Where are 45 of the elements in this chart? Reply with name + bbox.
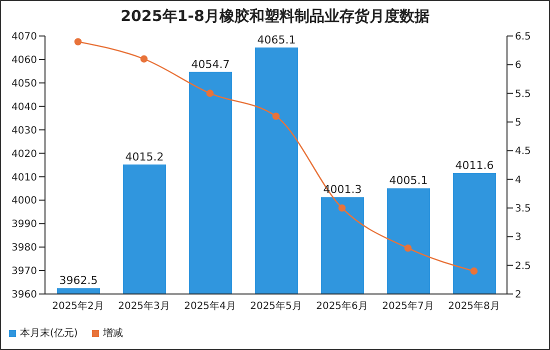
y-tick-label: 4070 — [12, 32, 37, 43]
y-tick-label: 4050 — [12, 78, 37, 90]
y2-tick-label: 2 — [515, 290, 522, 301]
point — [206, 90, 214, 97]
x-tick-label: 2025年5月 — [250, 300, 302, 312]
y-tick-label: 4010 — [12, 172, 37, 184]
y-tick-label: 4030 — [12, 125, 37, 136]
y2-tick-label: 5 — [515, 118, 522, 129]
y2-tick-label: 6.5 — [515, 32, 531, 43]
point — [338, 204, 346, 212]
chart-title: 2025年1-8月橡胶和塑料制品业存货月度数据 — [120, 7, 430, 26]
point — [470, 267, 478, 275]
legend-label: 增减 — [102, 326, 123, 340]
y-tick-label: 4020 — [12, 148, 37, 160]
x-tick-label: 2025年2月 — [52, 300, 104, 312]
y2-tick-label: 2.5 — [515, 260, 531, 272]
y2-tick-label: 3.5 — [515, 204, 531, 215]
data-label: 4011.6 — [455, 158, 494, 172]
y-tick-label: 3990 — [12, 219, 37, 230]
x-tick-label: 2025年6月 — [316, 300, 368, 312]
y2-tick-label: 3 — [515, 232, 522, 244]
x-tick-label: 2025年3月 — [118, 300, 170, 312]
data-label: 4054.7 — [191, 58, 230, 71]
data-label: 4005.1 — [389, 174, 428, 188]
point — [140, 55, 148, 63]
data-label: 4015.2 — [125, 150, 164, 164]
data-label: 4065.1 — [257, 33, 296, 46]
y-tick-label: 4060 — [12, 55, 37, 66]
y-tick-label: 3960 — [12, 290, 37, 301]
x-tick-label: 2025年4月 — [184, 300, 236, 312]
y-tick-label: 3970 — [12, 266, 37, 278]
data-label: 3962.5 — [59, 274, 98, 288]
point — [74, 38, 82, 46]
x-tick-label: 2025年7月 — [382, 300, 434, 312]
y2-tick-label: 5.5 — [515, 88, 531, 100]
y-tick-label: 4040 — [12, 102, 37, 113]
y-tick-label: 4000 — [12, 196, 37, 207]
legend-label: 本月末(亿元) — [19, 326, 78, 340]
y2-tick-label: 4.5 — [515, 146, 531, 158]
point — [272, 112, 280, 120]
y2-tick-label: 6 — [515, 60, 522, 72]
point — [404, 244, 412, 252]
y2-tick-label: 4 — [515, 174, 522, 186]
x-tick-label: 2025年8月 — [448, 300, 500, 312]
y-tick-label: 3980 — [12, 242, 37, 254]
